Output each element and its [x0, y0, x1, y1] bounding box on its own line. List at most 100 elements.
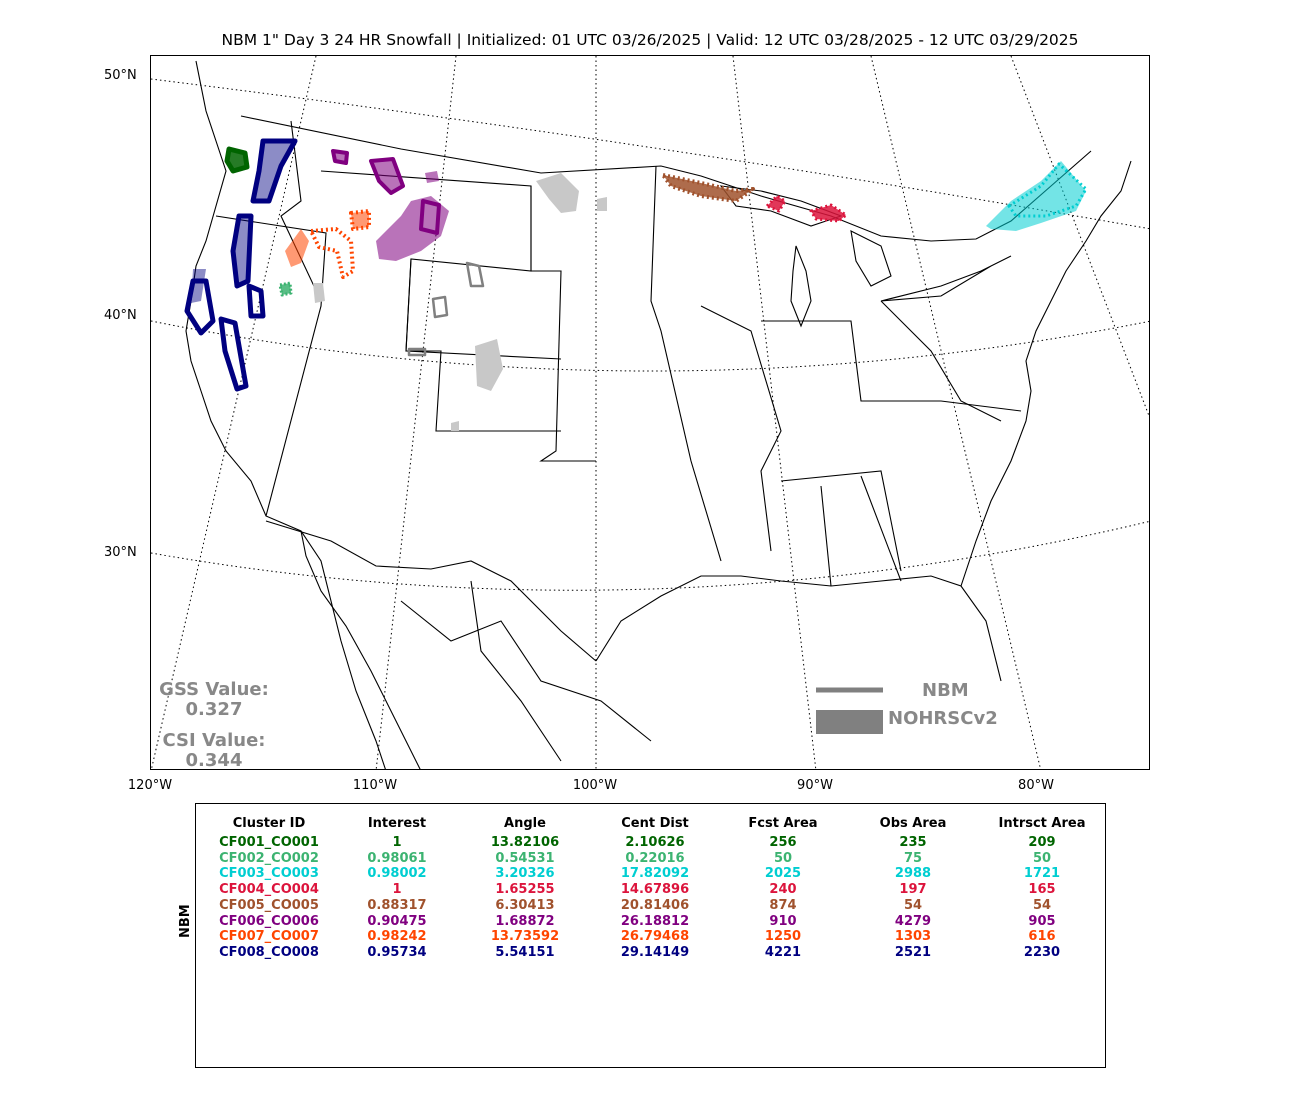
lat-label-50n: 50°N — [104, 68, 137, 83]
table-cell-fcst-area: 2025 — [764, 866, 802, 882]
obs-cluster-cf003 — [986, 161, 1086, 231]
table-cell-interest: 0.88317 — [367, 897, 427, 913]
table-cell-cent-dist: 2.10626 — [625, 835, 685, 850]
csi-value: 0.344 — [185, 750, 243, 770]
table-cell-id: CF008_CO008 — [219, 944, 319, 960]
table-cell-interest: 0.90475 — [367, 913, 427, 929]
lake-michigan — [790, 245, 812, 328]
map-panel[interactable]: GSS Value: 0.327 CSI Value: 0.344 NBM NO… — [150, 55, 1150, 770]
map-canvas — [151, 56, 1149, 769]
state-line-southeast — [780, 470, 902, 587]
table-cell-cent-dist: 0.22016 — [625, 850, 685, 866]
table-cell-angle: 0.54531 — [495, 850, 555, 866]
table-cell-intrsct-area: 209 — [1028, 835, 1056, 850]
obs-unmatched-gray — [313, 173, 607, 431]
table-cell-fcst-area: 874 — [769, 897, 797, 913]
lake-huron — [850, 230, 892, 287]
table-cell-fcst-area: 240 — [769, 882, 797, 898]
table-cell-id: CF001_CO001 — [219, 835, 319, 850]
gss-label: GSS Value: — [159, 679, 269, 700]
table-cell-cent-dist: 17.82092 — [620, 866, 690, 882]
state-line-ohio-valley — [761, 320, 1022, 412]
column-header: Interest — [367, 816, 427, 831]
gss-score: GSS Value: 0.327 — [153, 680, 275, 720]
table-cell-id: CF003_CO003 — [219, 866, 319, 882]
legend-swatches — [816, 687, 883, 734]
map-title: NBM 1" Day 3 24 HR Snowfall | Initialize… — [221, 31, 1079, 49]
meridian-90w — [732, 56, 817, 769]
table-cell-intrsct-area: 1721 — [1023, 866, 1061, 882]
lon-label-90w: 90°W — [797, 778, 833, 793]
table-cell-intrsct-area: 616 — [1028, 929, 1056, 945]
lon-label-100w: 100°W — [572, 778, 618, 793]
meridian-120w — [151, 56, 317, 769]
graticule-lines — [151, 56, 1149, 769]
table-cell-angle: 1.65255 — [495, 882, 555, 898]
gulf-coast — [595, 575, 1002, 682]
table-cell-obs-area: 54 — [903, 897, 923, 913]
table-cell-id: CF007_CO007 — [219, 929, 319, 945]
table-cell-angle: 13.82106 — [490, 835, 560, 850]
state-line-montana-wyoming — [320, 170, 562, 360]
meridian-110w — [375, 56, 457, 769]
fcst-cluster-cf006 — [331, 149, 441, 235]
table-cell-obs-area: 197 — [899, 882, 927, 898]
table-cell-id: CF005_CO005 — [219, 897, 319, 913]
lake-erie-ontario — [880, 255, 1012, 302]
state-line-colorado — [405, 258, 561, 432]
fcst-unmatched-gray — [407, 261, 485, 357]
legend-label-nbm: NBM — [922, 680, 969, 701]
table-cell-angle: 13.73592 — [490, 929, 560, 945]
coastline-west — [185, 60, 386, 769]
table-cell-interest: 0.98061 — [367, 850, 427, 866]
column-header: Obs Area — [879, 816, 947, 831]
fcst-cluster-cf002 — [278, 281, 293, 297]
fcst-cluster-cf001 — [224, 146, 250, 174]
lon-label-120w: 120°W — [127, 778, 173, 793]
table-side-label: NBM — [178, 904, 193, 938]
column-header: Cent Dist — [621, 816, 689, 831]
table-cell-obs-area: 75 — [903, 850, 923, 866]
observed-snowfall-fills — [191, 141, 1086, 431]
fcst-cluster-cf008 — [184, 138, 298, 392]
state-line-central — [650, 165, 722, 562]
table-cell-interest: 0.95734 — [367, 944, 427, 960]
table-cell-fcst-area: 50 — [773, 850, 793, 866]
table-cell-cent-dist: 26.18812 — [620, 913, 690, 929]
table-cell-intrsct-area: 165 — [1028, 882, 1056, 898]
lon-label-80w: 80°W — [1018, 778, 1054, 793]
mexico-interior-lines — [400, 580, 652, 762]
state-line-appalachian — [880, 300, 1002, 422]
obs-cluster-cf005 — [663, 175, 753, 201]
table-cell-interest: 0.98242 — [367, 929, 427, 945]
table-cell-fcst-area: 1250 — [764, 929, 802, 945]
obs-cluster-cf007 — [285, 211, 369, 267]
lat-label-30n: 30°N — [104, 545, 137, 560]
baja-peninsula — [300, 530, 421, 769]
table-cell-cent-dist: 20.81406 — [620, 897, 690, 913]
table-cell-interest: 1 — [392, 835, 402, 850]
table-cell-cent-dist: 26.79468 — [620, 929, 690, 945]
table-cell-intrsct-area: 54 — [1032, 897, 1052, 913]
meridian-80w — [870, 56, 1042, 769]
forecast-snowfall-outlines — [184, 138, 1088, 392]
map-boundaries — [185, 60, 1132, 769]
table-cell-cent-dist: 14.67896 — [620, 882, 690, 898]
table-cell-intrsct-area: 50 — [1032, 850, 1052, 866]
east-coast — [960, 160, 1132, 587]
table-cell-fcst-area: 256 — [769, 835, 797, 850]
obs-cluster-cf004b — [811, 205, 846, 221]
table-cell-intrsct-area: 905 — [1028, 913, 1056, 929]
column-header: Angle — [504, 816, 546, 831]
table-cell-angle: 3.20326 — [495, 866, 555, 882]
table-cell-angle: 6.30413 — [495, 897, 555, 913]
meridian-70w — [1010, 56, 1149, 418]
us-mexico-border — [265, 520, 597, 662]
table-cell-fcst-area: 4221 — [764, 944, 802, 960]
fcst-cluster-cf007 — [309, 209, 371, 279]
parallel-40n — [151, 320, 1149, 372]
legend-label-nohrsc: NOHRSCv2 — [888, 708, 998, 729]
column-header: Fcst Area — [748, 816, 818, 831]
cluster-stats-table: Cluster ID Interest Angle Cent Dist Fcst Are… — [195, 803, 1106, 1068]
csi-label: CSI Value: — [162, 730, 266, 751]
